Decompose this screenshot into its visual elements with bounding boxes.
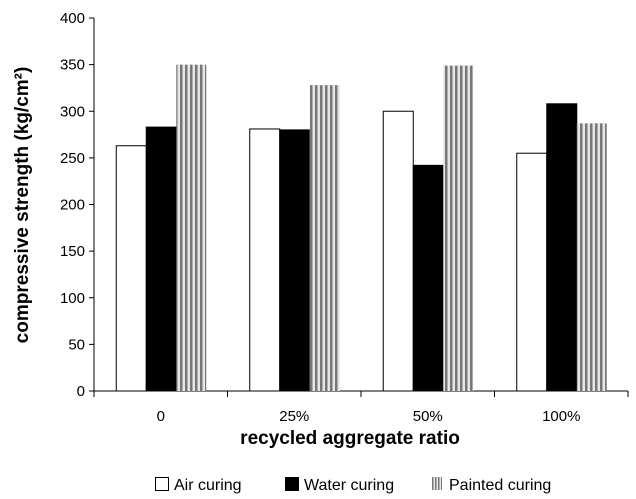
y-tick-label: 0 [77,383,85,400]
bars [115,64,607,392]
x-tick-label: 0 [157,408,165,425]
y-tick-label: 300 [60,103,85,120]
legend-label: Air curing [174,477,242,494]
x-axis-title: recycled aggregate ratio [240,428,460,449]
bar-white-2 [382,110,414,392]
y-tick-label: 200 [60,197,85,214]
y-tick-label: 150 [60,243,85,260]
y-axis: 0 50 100 150 200 250 300 350 400 [60,10,95,400]
legend-label: Painted curing [449,477,551,494]
x-tick-label: 25% [279,408,309,425]
bar-white-0 [115,145,147,392]
x-axis: 0 25% 50% 100% [93,390,629,425]
legend-label: Water curing [304,477,394,494]
x-tick-label: 100% [542,408,580,425]
legend-swatch-white [155,477,169,491]
bar-black-2 [412,164,444,392]
y-axis-title: compressive strength (kg/cm²) [12,67,33,344]
bar-vertical-stripes-0 [176,64,207,391]
bar-white-1 [249,128,281,392]
y-tick-label: 350 [60,57,85,74]
y-tick-label: 400 [60,10,85,27]
bar-vertical-stripes-1 [309,85,340,391]
y-tick-label: 250 [60,150,85,167]
bar-vertical-stripes-2 [443,65,474,392]
bar-black-1 [279,129,311,392]
bar-black-3 [546,103,578,392]
bar-vertical-stripes-3 [576,123,607,391]
legend: Air curing Water curing Painted curing [155,477,551,494]
bar-white-3 [516,152,548,392]
legend-swatch-vertical-stripes [432,477,442,490]
y-tick-label: 100 [60,290,85,307]
bar-black-0 [145,126,177,392]
legend-swatch-black [285,477,299,491]
x-tick-label: 50% [413,408,443,425]
y-tick-label: 50 [68,336,85,353]
